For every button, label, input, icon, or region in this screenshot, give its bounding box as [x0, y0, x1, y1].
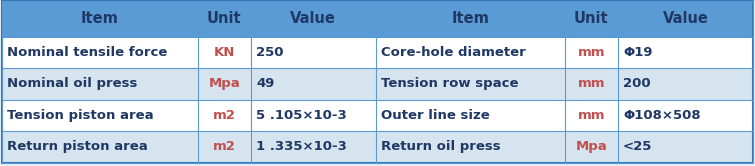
Bar	[251, 131, 376, 163]
Text: 250: 250	[256, 46, 283, 59]
Text: Nominal tensile force: Nominal tensile force	[7, 46, 167, 59]
Text: Φ108×508: Φ108×508	[623, 109, 701, 122]
Text: Return oil press: Return oil press	[381, 140, 501, 153]
Bar	[376, 100, 565, 131]
Bar	[618, 100, 753, 131]
Bar	[198, 1, 251, 37]
Bar	[198, 100, 251, 131]
Text: 200: 200	[623, 77, 651, 90]
Bar	[2, 100, 198, 131]
Text: mm: mm	[578, 77, 605, 90]
Bar	[376, 131, 565, 163]
Text: m2: m2	[213, 109, 236, 122]
Bar	[2, 1, 198, 37]
Text: Nominal oil press: Nominal oil press	[7, 77, 137, 90]
Text: Tension piston area: Tension piston area	[7, 109, 153, 122]
Bar	[198, 68, 251, 100]
Text: Item: Item	[451, 11, 489, 26]
Bar	[2, 68, 198, 100]
Text: 5 .105×10-3: 5 .105×10-3	[256, 109, 347, 122]
Text: Mpa: Mpa	[575, 140, 607, 153]
Text: Item: Item	[81, 11, 119, 26]
Text: Value: Value	[291, 11, 336, 26]
Bar	[376, 37, 565, 68]
Bar	[618, 131, 753, 163]
Text: KN: KN	[214, 46, 235, 59]
Bar	[565, 68, 618, 100]
Text: Core-hole diameter: Core-hole diameter	[381, 46, 526, 59]
Bar	[251, 37, 376, 68]
Text: Mpa: Mpa	[208, 77, 240, 90]
Text: Tension row space: Tension row space	[381, 77, 519, 90]
Text: mm: mm	[578, 109, 605, 122]
Bar	[565, 100, 618, 131]
Bar	[251, 100, 376, 131]
Text: Unit: Unit	[574, 11, 609, 26]
Text: 49: 49	[256, 77, 274, 90]
Text: Return piston area: Return piston area	[7, 140, 147, 153]
Bar	[2, 37, 198, 68]
Text: Outer line size: Outer line size	[381, 109, 490, 122]
Bar	[618, 37, 753, 68]
Bar	[618, 68, 753, 100]
Bar	[251, 1, 376, 37]
Text: Φ19: Φ19	[623, 46, 652, 59]
Bar	[565, 131, 618, 163]
Bar	[376, 68, 565, 100]
Bar	[251, 68, 376, 100]
Bar	[198, 131, 251, 163]
Text: mm: mm	[578, 46, 605, 59]
Text: Unit: Unit	[207, 11, 242, 26]
Bar	[198, 37, 251, 68]
Text: m2: m2	[213, 140, 236, 153]
Bar	[565, 37, 618, 68]
Text: Value: Value	[663, 11, 708, 26]
Text: 1 .335×10-3: 1 .335×10-3	[256, 140, 347, 153]
Text: <25: <25	[623, 140, 652, 153]
Bar	[2, 131, 198, 163]
Bar	[376, 1, 565, 37]
Bar	[618, 1, 753, 37]
Bar	[565, 1, 618, 37]
